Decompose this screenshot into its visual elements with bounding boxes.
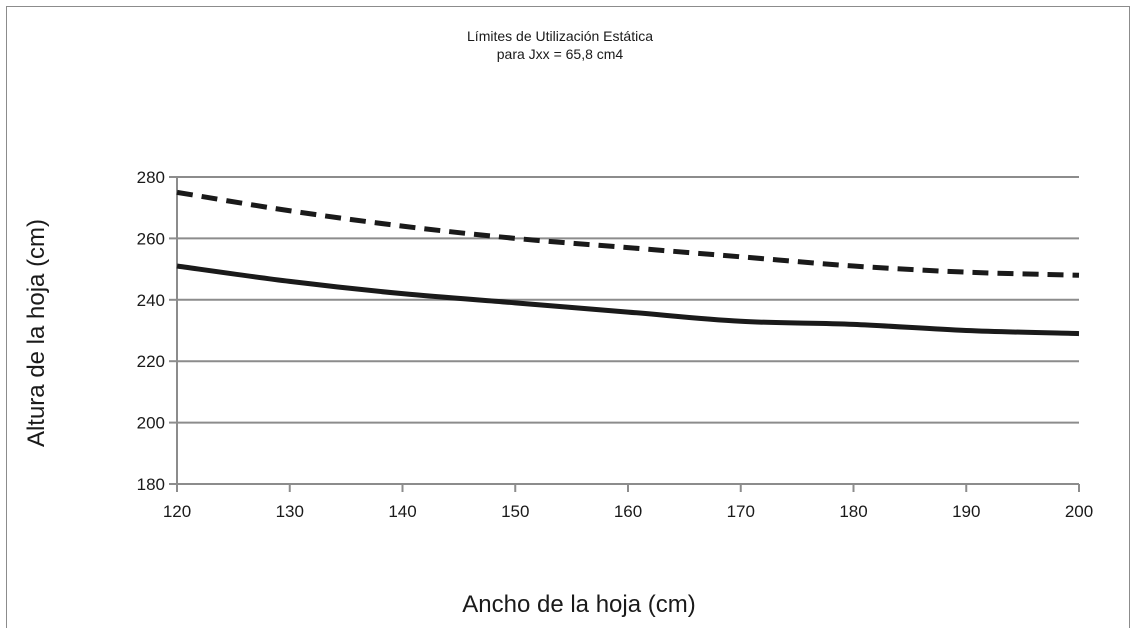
- y-tick-label-260: 260: [137, 229, 165, 248]
- y-tick-label-240: 240: [137, 291, 165, 310]
- y-tick-label-200: 200: [137, 414, 165, 433]
- y-axis-title: Altura de la hoja (cm): [23, 219, 50, 447]
- x-tick-label-190: 190: [952, 502, 980, 521]
- x-tick-label-170: 170: [727, 502, 755, 521]
- y-tick-label-180: 180: [137, 475, 165, 494]
- x-tick-label-120: 120: [163, 502, 191, 521]
- x-tick-labels: 120 130 140 150 160 170 180 190 200: [163, 502, 1093, 521]
- chart-subtitle: para Jxx = 65,8 cm4: [497, 46, 624, 62]
- x-tick-label-180: 180: [839, 502, 867, 521]
- axes: [169, 176, 1080, 492]
- x-tick-label-140: 140: [388, 502, 416, 521]
- gridlines: [177, 176, 1079, 424]
- x-tick-label-150: 150: [501, 502, 529, 521]
- series-line-1-dashed: [176, 189, 1080, 278]
- series-lines: [176, 189, 1080, 337]
- x-tick-label-160: 160: [614, 502, 642, 521]
- series-line-2-solid: [176, 263, 1080, 337]
- x-axis-title: Ancho de la hoja (cm): [462, 591, 695, 618]
- chart-title: Límites de Utilización Estática: [467, 28, 653, 44]
- x-tick-label-200: 200: [1065, 502, 1093, 521]
- y-tick-labels: 180 200 220 240 260 280: [137, 168, 165, 494]
- x-tick-label-130: 130: [276, 502, 304, 521]
- y-tick-label-280: 280: [137, 168, 165, 187]
- y-tick-label-220: 220: [137, 352, 165, 371]
- chart-frame: [6, 6, 1130, 628]
